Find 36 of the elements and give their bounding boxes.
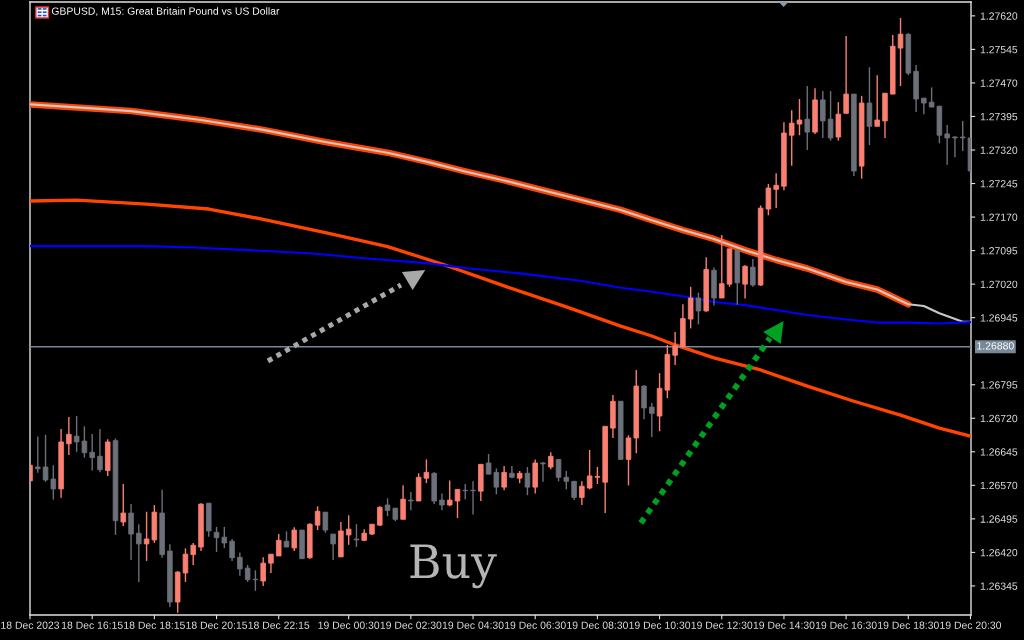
y-tick-label: 1.26570: [980, 481, 1018, 490]
y-tick-label: 1.26795: [980, 381, 1018, 389]
x-tick-label: 19 Dec 02:30: [380, 621, 442, 629]
x-tick-label: 18 Dec 2023: [1, 621, 60, 629]
y-tick-label: 1.27245: [980, 180, 1018, 188]
y-tick-label: 1.27470: [980, 79, 1018, 87]
x-tick-label: 19 Dec 14:30: [753, 621, 815, 629]
y-tick-label: 1.26345: [980, 582, 1018, 590]
y-tick-label: 1.27320: [980, 146, 1018, 154]
y-tick-label: 1.26945: [980, 314, 1018, 322]
y-tick-label: 1.27620: [980, 12, 1018, 20]
y-tick-label: 1.26720: [980, 414, 1018, 423]
x-tick-label: 19 Dec 06:30: [505, 621, 566, 629]
y-tick-label: 1.26495: [980, 515, 1018, 523]
x-tick-label: 19 Dec 18:30: [878, 621, 939, 629]
x-tick-label: 18 Dec 20:15: [186, 621, 248, 629]
y-tick-label: 1.27395: [980, 112, 1018, 121]
x-tick-label: 18 Dec 18:15: [124, 621, 185, 629]
y-tick-label: 1.27545: [980, 45, 1018, 54]
annotation: Buy: [410, 544, 497, 589]
x-tick-label: 19 Dec 12:30: [691, 621, 753, 629]
x-tick-label: 19 Dec 08:30: [567, 621, 628, 629]
y-tick-label: 1.27020: [980, 280, 1018, 289]
y-tick-label: 1.27170: [980, 213, 1018, 221]
y-tick-label: 1.26420: [980, 548, 1018, 557]
chart-title: GBPUSD, M15: Great Britain Pound vs US Dollar: [51, 7, 280, 17]
y-tick-label: 1.26645: [980, 448, 1018, 456]
x-tick-label: 19 Dec 20:30: [940, 621, 1002, 629]
x-tick-label: 19 Dec 10:30: [629, 621, 691, 629]
x-tick-label: 18 Dec 22:15: [248, 621, 310, 629]
x-tick-label: 19 Dec 16:30: [815, 621, 877, 629]
x-tick-label: 19 Dec 00:30: [318, 621, 380, 629]
x-tick-label: 19 Dec 04:30: [442, 621, 504, 629]
ref-line-label: 1.26880: [977, 342, 1014, 350]
x-tick-label: 18 Dec 16:15: [61, 621, 123, 629]
y-tick-label: 1.27095: [980, 247, 1018, 255]
